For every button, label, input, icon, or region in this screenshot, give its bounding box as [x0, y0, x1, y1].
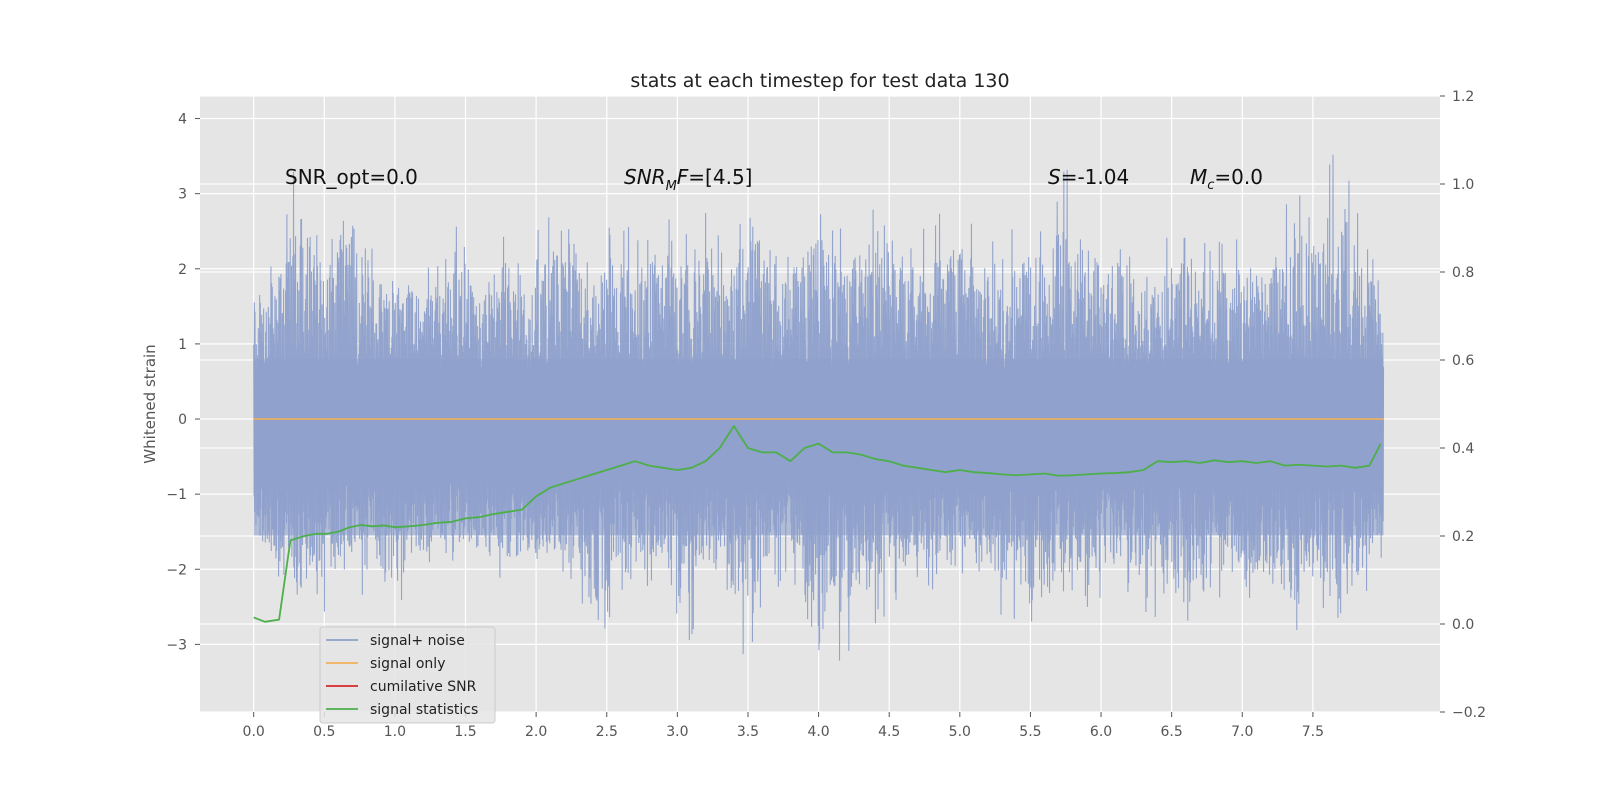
- y2-tick-label: 0.0: [1452, 617, 1474, 633]
- x-tick-label: 1.0: [384, 724, 406, 740]
- legend-label-cumulative-snr: cumilative SNR: [370, 679, 477, 695]
- y-tick-label: −2: [166, 562, 187, 578]
- legend: signal+ noise signal only cumilative SNR…: [319, 626, 496, 724]
- y-tick-label: −3: [166, 637, 187, 653]
- x-tick-label: 4.0: [807, 724, 829, 740]
- annotation-mc-value: =0.0: [1214, 165, 1263, 189]
- annotation-s-var: S: [1048, 165, 1061, 189]
- y2-tick-label: 0.6: [1452, 353, 1474, 369]
- x-tick-label: 7.5: [1302, 724, 1324, 740]
- y-tick-label: 3: [178, 187, 187, 203]
- x-tick-label: 0.5: [313, 724, 335, 740]
- x-tick-label: 5.0: [949, 724, 971, 740]
- y2-tick-label: 1.0: [1452, 177, 1474, 193]
- annotation-mc-sub: c: [1207, 178, 1214, 193]
- axes: 0.0 0.5 1.0 1.5 2.0 2.5 3.0 3.5 4.0 4.5 5.0 5.5 6.0 6…: [166, 89, 1486, 740]
- annotation-snr-mf-main: SNR: [624, 165, 666, 189]
- signal-noise-series: [253, 154, 1385, 661]
- annotations: SNR_opt=0.0 SNRMF=[4.5] S=-1.04 Mc=0.0: [285, 165, 1263, 194]
- y-axis-label: Whitened strain: [141, 344, 159, 463]
- annotation-snr-mf-value: =[4.5]: [688, 165, 752, 189]
- legend-label-signal-only: signal only: [370, 656, 445, 672]
- x-tick-label: 1.5: [454, 724, 476, 740]
- annotation-s: S=-1.04: [1048, 165, 1129, 189]
- x-tick-label: 3.5: [737, 724, 759, 740]
- x-tick-label: 0.0: [243, 724, 265, 740]
- x-tick-label: 6.0: [1090, 724, 1112, 740]
- x-tick-label: 3.0: [666, 724, 688, 740]
- legend-entry-cumulative-snr: cumilative SNR: [326, 679, 477, 695]
- y2-tick-label: 0.8: [1452, 265, 1474, 281]
- legend-box: [319, 626, 496, 724]
- y-tick-label: −1: [166, 487, 187, 503]
- y-tick-label: 4: [178, 112, 187, 128]
- x-tick-label: 7.0: [1231, 724, 1253, 740]
- annotation-mc: Mc=0.0: [1190, 165, 1263, 193]
- signal-statistics-series: [253, 425, 1382, 623]
- legend-entry-signal-noise: signal+ noise: [326, 633, 465, 649]
- annotation-s-value: =-1.04: [1061, 165, 1130, 189]
- y2-tick-label: 0.4: [1452, 441, 1474, 457]
- signal-statistics-line: [253, 425, 1382, 623]
- x-tick-label: 6.5: [1161, 724, 1183, 740]
- annotation-mc-var: M: [1190, 165, 1207, 189]
- y-tick-label: 0: [178, 412, 187, 428]
- annotation-snr-mf: SNRMF=[4.5]: [624, 165, 752, 194]
- annotation-snr-mf-var: F: [677, 165, 689, 189]
- legend-entry-signal-only: signal only: [326, 656, 445, 672]
- annotation-snr-mf-sub: M: [666, 179, 677, 194]
- y2-tick-label: −0.2: [1452, 705, 1486, 721]
- x-tick-label: 4.5: [878, 724, 900, 740]
- legend-label-signal-noise: signal+ noise: [370, 633, 465, 649]
- legend-label-signal-statistics: signal statistics: [370, 702, 478, 718]
- x-tick-label: 2.0: [525, 724, 547, 740]
- x-tick-label: 2.5: [596, 724, 618, 740]
- y2-tick-label: 1.2: [1452, 89, 1474, 105]
- signal-noise-dense-band: [253, 358, 1384, 536]
- annotation-snr-opt: SNR_opt=0.0: [285, 165, 418, 189]
- legend-entry-signal-statistics: signal statistics: [326, 702, 478, 718]
- chart-title: stats at each timestep for test data 130: [630, 70, 1009, 92]
- x-tick-label: 5.5: [1019, 724, 1041, 740]
- y-tick-label: 2: [178, 262, 187, 278]
- y-tick-label: 1: [178, 337, 187, 353]
- y2-tick-label: 0.2: [1452, 529, 1474, 545]
